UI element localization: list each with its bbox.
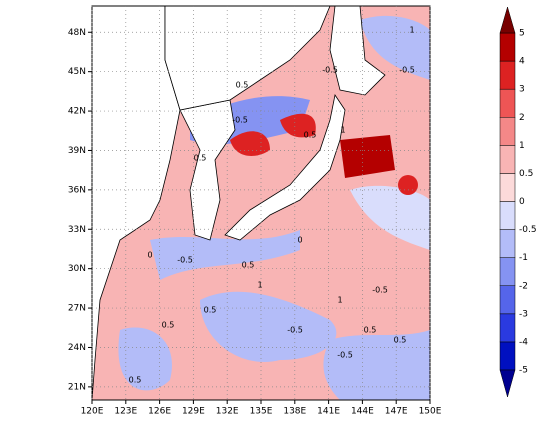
colorbar-segment (499, 88, 516, 118)
colorbar-segment (499, 341, 516, 371)
y-tick-label: 30N (68, 264, 86, 274)
colorbar-label: 1 (519, 141, 525, 151)
colorbar-segment (499, 32, 516, 62)
x-tick-label: 150E (419, 407, 442, 417)
y-tick-label: 48N (68, 28, 86, 38)
colorbar-label: -4 (519, 337, 528, 347)
colorbar-label: 2 (519, 113, 525, 123)
pos-region (230, 131, 270, 156)
pos-region (340, 135, 395, 178)
y-tick-label: 33N (68, 225, 86, 235)
contour-label: 1 (409, 26, 414, 35)
contour-label: 1 (337, 296, 342, 305)
land (329, 6, 386, 96)
x-tick-label: 126E (148, 407, 171, 417)
colorbar-segment (499, 201, 516, 230)
colorbar-segment (499, 145, 516, 174)
neg-region (350, 185, 430, 250)
x-tick-label: 147E (385, 407, 408, 417)
contour-label: -0.5 (232, 116, 248, 125)
pos-region (280, 113, 316, 138)
contour-label: 0.5 (162, 321, 175, 330)
colorbar-label: 4 (519, 57, 525, 67)
neg-region (360, 15, 430, 80)
y-tick-label: 42N (68, 107, 86, 117)
colorbar-label: -0.5 (519, 225, 537, 235)
colorbar-label: 3 (519, 85, 525, 95)
x-tick-label: 144E (351, 407, 374, 417)
colorbar-segment (499, 257, 516, 286)
contour-label: -0.5 (177, 256, 193, 265)
contour-label: 0.5 (394, 336, 407, 345)
colorbar-label: -5 (519, 366, 528, 376)
neg-region (323, 330, 430, 400)
contour-label: -0.5 (372, 286, 388, 295)
x-tick-label: 141E (317, 407, 340, 417)
y-tick-label: 45N (68, 67, 86, 77)
colorbar-label: 5 (519, 29, 525, 39)
contour-label: -0.5 (399, 66, 415, 75)
contour-label: 0.5 (364, 326, 377, 335)
x-tick-label: 132E (216, 407, 239, 417)
y-tick-label: 24N (68, 343, 86, 353)
contour-label: -0.5 (287, 326, 303, 335)
colorbar-under (499, 369, 516, 398)
land (224, 93, 346, 241)
colorbar-label: -2 (519, 281, 528, 291)
neg-region (118, 327, 172, 391)
colorbar-segment (499, 285, 516, 315)
x-tick-label: 120E (81, 407, 104, 417)
contour-label: 1 (340, 126, 345, 135)
contour-label: 0.5 (129, 376, 142, 385)
pos-region (398, 175, 418, 195)
contour-label: 0.5 (304, 131, 317, 140)
colorbar-label: -1 (519, 253, 528, 263)
colorbar-segment (499, 313, 516, 343)
x-tick-label: 138E (283, 407, 306, 417)
x-tick-label: 135E (250, 407, 273, 417)
contour-label: 1 (257, 281, 262, 290)
y-tick-label: 36N (68, 185, 86, 195)
colorbar-segment (499, 229, 516, 258)
x-tick-label: 129E (182, 407, 205, 417)
contour-label: 0 (147, 251, 152, 260)
neg-region (150, 230, 300, 280)
contour-label: 0.5 (236, 81, 249, 90)
colorbar-segment (499, 173, 516, 202)
colorbar-label: 0 (519, 197, 525, 207)
contour-label: -0.5 (322, 66, 338, 75)
colorbar-label: -3 (519, 309, 528, 319)
y-tick-label: 21N (68, 382, 86, 392)
contour-label: 0.5 (204, 306, 217, 315)
colorbar-segment (499, 60, 516, 90)
neg-region (200, 291, 337, 362)
y-tick-label: 39N (68, 146, 86, 156)
x-tick-label: 123E (114, 407, 137, 417)
contour-label: 0.5 (242, 261, 255, 270)
colorbar-segment (499, 117, 516, 146)
land (179, 99, 236, 241)
contour-label: -0.5 (337, 351, 353, 360)
colorbar-label: 0.5 (519, 169, 533, 179)
contour-label: 0.5 (194, 154, 207, 163)
colorbar-over (499, 6, 516, 34)
y-tick-label: 27N (68, 304, 86, 314)
contour-label: 0 (297, 236, 302, 245)
